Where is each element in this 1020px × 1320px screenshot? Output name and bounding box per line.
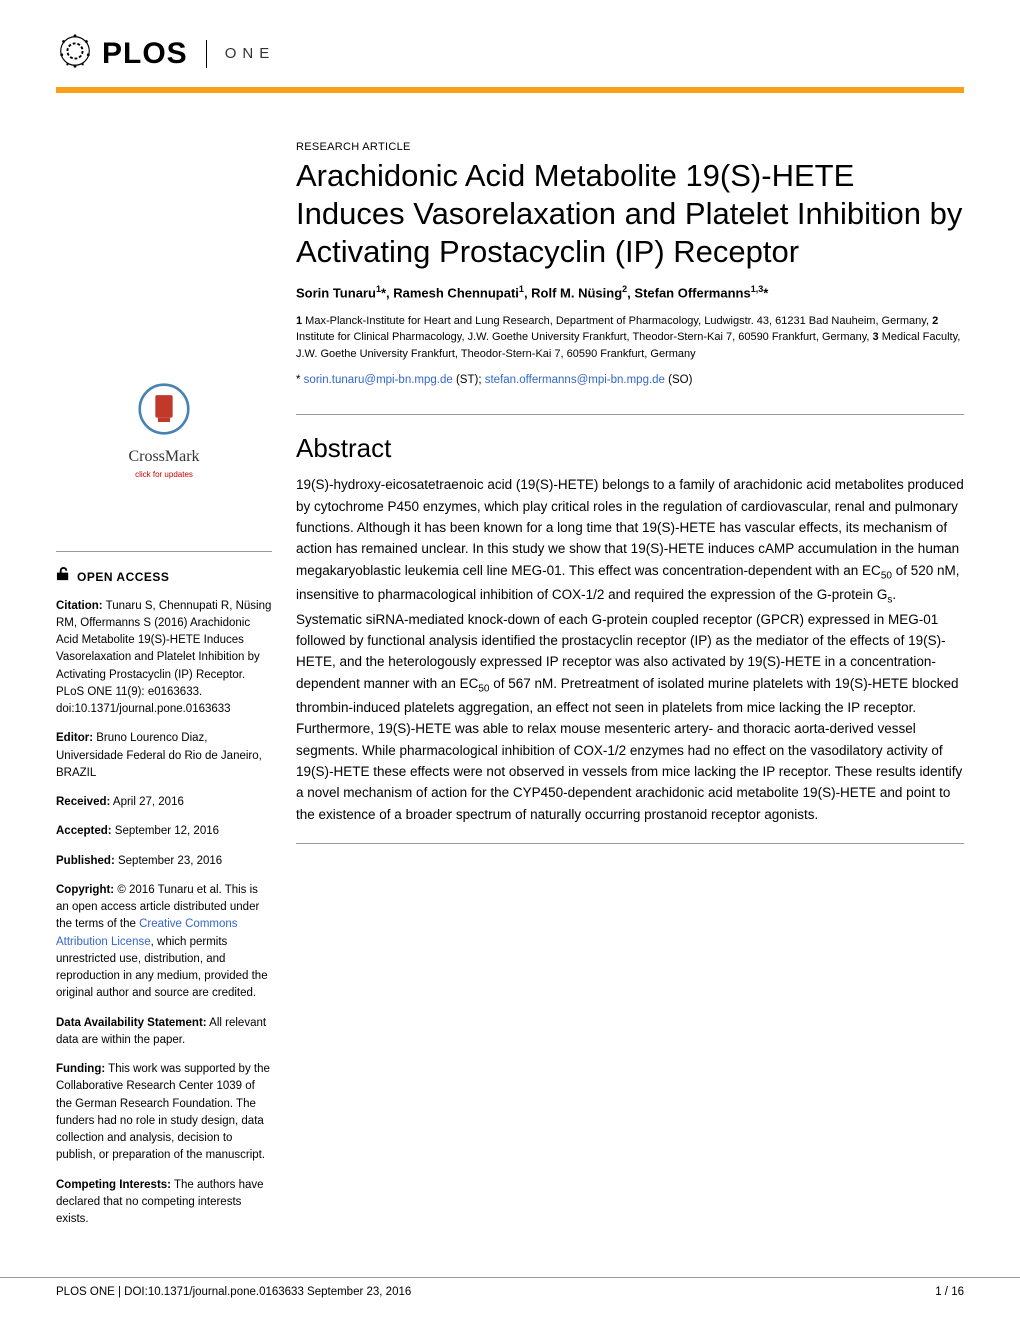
published-block: Published: September 23, 2016	[56, 853, 272, 870]
copyright-block: Copyright: © 2016 Tunaru et al. This is …	[56, 882, 272, 1003]
crossmark-sublabel: click for updates	[56, 469, 272, 481]
journal-name-bold: PLOS	[102, 37, 188, 71]
crossmark-badge[interactable]: CrossMark click for updates	[56, 383, 272, 481]
corr-email-1[interactable]: sorin.tunaru@mpi-bn.mpg.de	[304, 374, 453, 386]
accepted-text: September 12, 2016	[112, 825, 219, 837]
competing-block: Competing Interests: The authors have de…	[56, 1177, 272, 1229]
abstract-rule-bottom	[296, 843, 964, 844]
copyright-label: Copyright:	[56, 884, 114, 896]
plos-logo: PLOS ONE	[56, 32, 275, 75]
main-column: RESEARCH ARTICLE Arachidonic Acid Metabo…	[296, 141, 964, 1240]
page-content: CrossMark click for updates OPEN ACCESS …	[0, 93, 1020, 1240]
logo-divider	[206, 40, 207, 68]
published-text: September 23, 2016	[115, 855, 222, 867]
article-title: Arachidonic Acid Metabolite 19(S)-HETE I…	[296, 157, 964, 270]
open-lock-icon	[56, 566, 71, 587]
correspondence: * sorin.tunaru@mpi-bn.mpg.de (ST); stefa…	[296, 374, 964, 386]
journal-header: PLOS ONE	[0, 0, 1020, 87]
corr-prefix: *	[296, 374, 304, 386]
article-type: RESEARCH ARTICLE	[296, 141, 964, 153]
open-access-row: OPEN ACCESS	[56, 566, 272, 587]
funding-label: Funding:	[56, 1063, 105, 1075]
page-footer: PLOS ONE | DOI:10.1371/journal.pone.0163…	[0, 1277, 1020, 1320]
sidebar-rule	[56, 551, 272, 552]
accepted-label: Accepted:	[56, 825, 112, 837]
abstract-text: 19(S)-hydroxy-eicosatetraenoic acid (19(…	[296, 474, 964, 825]
open-access-label: OPEN ACCESS	[77, 568, 169, 586]
corr-email-2[interactable]: stefan.offermanns@mpi-bn.mpg.de	[485, 374, 665, 386]
funding-text: This work was supported by the Collabora…	[56, 1063, 270, 1161]
affiliations: 1 Max-Planck-Institute for Heart and Lun…	[296, 313, 964, 363]
footer-right: 1 / 16	[935, 1286, 964, 1298]
funding-block: Funding: This work was supported by the …	[56, 1061, 272, 1165]
data-label: Data Availability Statement:	[56, 1017, 207, 1029]
crossmark-label: CrossMark	[56, 445, 272, 469]
footer-left: PLOS ONE | DOI:10.1371/journal.pone.0163…	[56, 1286, 411, 1298]
journal-name-suffix: ONE	[225, 45, 276, 62]
plos-icon	[56, 32, 94, 75]
editor-block: Editor: Bruno Lourenco Diaz, Universidad…	[56, 730, 272, 782]
sidebar: CrossMark click for updates OPEN ACCESS …	[56, 141, 296, 1240]
received-label: Received:	[56, 796, 110, 808]
corr-suffix-2: (SO)	[665, 374, 692, 386]
editor-label: Editor:	[56, 732, 93, 744]
competing-label: Competing Interests:	[56, 1179, 171, 1191]
citation-block: Citation: Tunaru S, Chennupati R, Nüsing…	[56, 598, 272, 719]
citation-text: Tunaru S, Chennupati R, Nüsing RM, Offer…	[56, 600, 271, 716]
received-text: April 27, 2016	[110, 796, 184, 808]
abstract-rule-top	[296, 414, 964, 415]
received-block: Received: April 27, 2016	[56, 794, 272, 811]
corr-suffix-1: (ST);	[453, 374, 485, 386]
accepted-block: Accepted: September 12, 2016	[56, 823, 272, 840]
data-availability-block: Data Availability Statement: All relevan…	[56, 1015, 272, 1050]
authors: Sorin Tunaru1*, Ramesh Chennupati1, Rolf…	[296, 284, 964, 300]
abstract-heading: Abstract	[296, 433, 964, 464]
citation-label: Citation:	[56, 600, 103, 612]
published-label: Published:	[56, 855, 115, 867]
